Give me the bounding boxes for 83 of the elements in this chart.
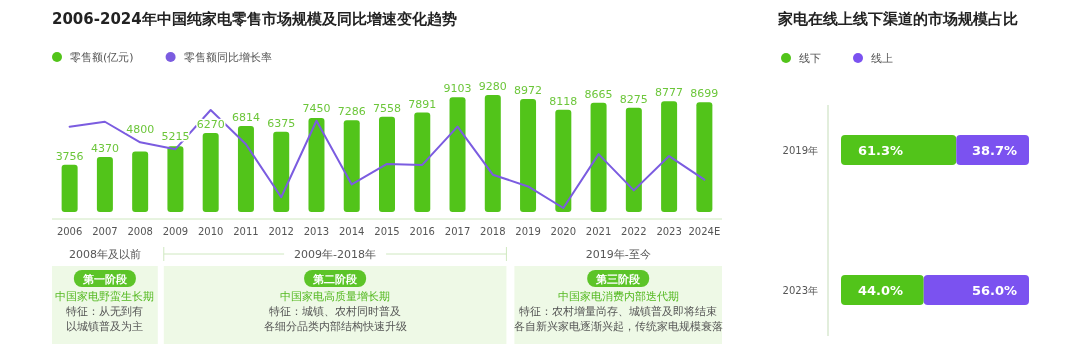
data-label: 56.0% — [971, 283, 1017, 298]
data-label: 9103 — [443, 82, 472, 96]
bar — [273, 131, 290, 212]
text: 中国家电高质量增长期 — [280, 290, 391, 303]
x-tick-label: 2012 — [268, 226, 294, 237]
x-tick-label: 2024E — [688, 226, 721, 237]
x-tick-label: 2011 — [233, 226, 259, 237]
legend-label: 零售额同比增长率 — [183, 51, 272, 64]
data-label: 8777 — [655, 86, 684, 100]
bar — [96, 156, 113, 212]
bar — [414, 112, 431, 212]
x-tick-label: 2014 — [339, 226, 365, 237]
text: 特征：城镇、农村同时普及 — [269, 305, 402, 318]
data-label: 38.7% — [971, 143, 1017, 158]
legend-label: 线上 — [871, 52, 893, 65]
y-tick-label: 2019年 — [782, 145, 818, 156]
x-tick-label: 2013 — [303, 226, 330, 237]
legend-label: 零售额(亿元) — [70, 51, 134, 64]
x-tick-label: 2022 — [621, 226, 647, 237]
text: 特征：从无到有 — [66, 305, 144, 318]
bar — [132, 151, 149, 212]
data-label: 7450 — [302, 101, 331, 115]
data-label: 7558 — [373, 101, 401, 115]
bar — [661, 101, 678, 212]
data-label: 7891 — [408, 97, 437, 111]
data-label: 3756 — [55, 149, 84, 163]
bar — [308, 118, 325, 212]
data-label: 4370 — [90, 141, 119, 155]
data-label: 8972 — [514, 83, 543, 97]
data-label: 6270 — [196, 117, 225, 131]
x-tick-label: 2021 — [585, 226, 612, 237]
bar — [379, 116, 395, 212]
bar — [167, 146, 184, 212]
text: 2009年-2018年 — [294, 248, 377, 261]
x-tick-label: 2010 — [197, 226, 224, 237]
text: 以城镇普及为主 — [66, 320, 144, 333]
x-tick-label: 2018 — [480, 226, 506, 237]
chart-title: 2006-2024年中国纯家电零售市场规模及同比增速变化趋势 — [52, 10, 457, 28]
text: 特征：农村增量尚存、城镇普及即将结束 — [519, 305, 718, 318]
text: 2008年及以前 — [68, 248, 141, 261]
data-label: 8699 — [690, 87, 719, 101]
data-label: 9280 — [478, 80, 507, 93]
bar — [237, 126, 254, 212]
x-tick-label: 2019 — [515, 226, 541, 237]
data-label: 8275 — [619, 92, 648, 106]
data-label: 7286 — [337, 105, 366, 119]
data-label: 44.0% — [858, 283, 904, 298]
bar — [202, 132, 219, 212]
x-tick-label: 2006 — [56, 226, 83, 237]
x-tick-label: 2009 — [162, 226, 189, 237]
bar — [449, 97, 466, 212]
y-tick-label: 2023年 — [782, 285, 818, 296]
text: 中国家电野蛮生长期 — [55, 290, 155, 303]
bar — [555, 109, 572, 212]
data-label: 4800 — [126, 123, 155, 137]
text: 各自新兴家电逐渐兴起，传统家电规模衰落 — [513, 320, 723, 333]
chart-title: 家电在线上线下渠道的市场规模占比 — [777, 10, 1018, 28]
bar — [625, 107, 642, 212]
text: 中国家电消费内部迭代期 — [557, 290, 679, 303]
x-tick-label: 2020 — [550, 226, 577, 237]
x-tick-label: 2008 — [127, 226, 153, 237]
x-tick-label: 2015 — [374, 226, 400, 237]
bar — [484, 95, 501, 212]
text: 第一阶段 — [81, 273, 128, 286]
text: 2019年-至今 — [585, 248, 651, 261]
data-label: 8665 — [584, 87, 613, 101]
legend-label: 线下 — [799, 52, 821, 65]
data-label: 6814 — [231, 111, 260, 125]
x-tick-label: 2007 — [92, 226, 118, 237]
bar — [61, 164, 78, 212]
text: 第三阶段 — [595, 273, 642, 286]
x-tick-label: 2016 — [409, 226, 435, 237]
x-tick-label: 2023 — [656, 226, 682, 237]
bar — [590, 102, 607, 212]
x-tick-label: 2017 — [444, 226, 471, 237]
bar — [696, 102, 713, 212]
text: 各细分品类内部结构快速升级 — [263, 320, 407, 333]
bar — [520, 98, 537, 212]
data-label: 6375 — [267, 116, 296, 130]
text: 第二阶段 — [312, 273, 359, 286]
bar — [343, 120, 360, 212]
data-label: 61.3% — [858, 143, 904, 158]
data-label: 8118 — [549, 94, 578, 108]
